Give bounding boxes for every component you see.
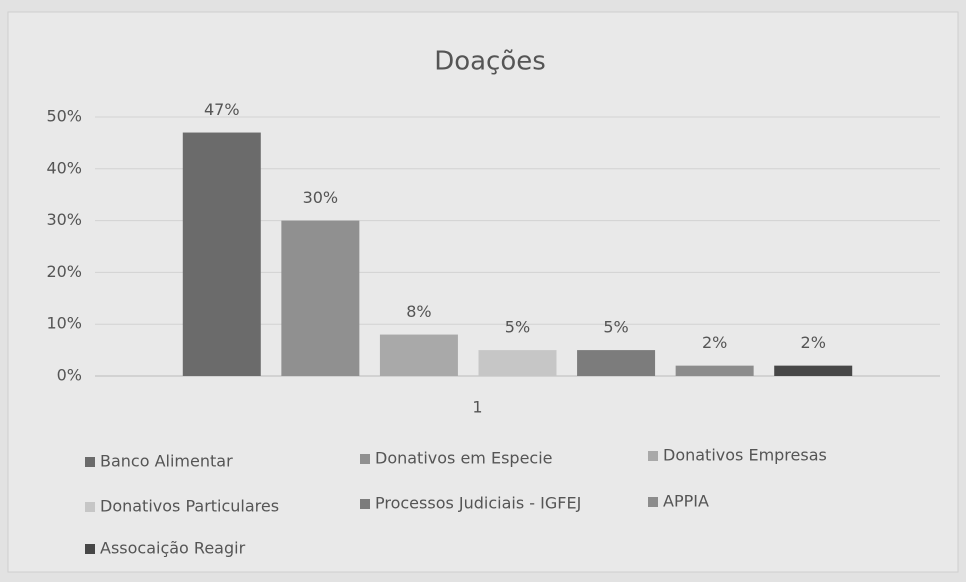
legend-label: APPIA <box>663 492 709 511</box>
bar <box>774 365 853 376</box>
legend-label: Donativos Particulares <box>100 497 279 516</box>
legend-label: Donativos em Especie <box>375 449 553 468</box>
legend-label: Banco Alimentar <box>100 452 233 471</box>
legend-swatch <box>85 502 95 512</box>
data-label: 47% <box>204 100 240 119</box>
bar <box>281 220 360 376</box>
bar <box>182 132 261 376</box>
data-label: 2% <box>702 333 727 352</box>
data-label: 30% <box>303 188 339 207</box>
y-tick-label: 30% <box>46 210 82 229</box>
x-tick-label: 1 <box>472 398 482 417</box>
legend-swatch <box>648 497 658 507</box>
y-tick-label: 40% <box>46 158 82 177</box>
chart-title: Doações <box>434 47 546 77</box>
bar <box>379 334 458 376</box>
y-tick-label: 10% <box>46 314 82 333</box>
legend-swatch <box>360 454 370 464</box>
y-tick-label: 0% <box>57 366 82 385</box>
legend-swatch <box>648 451 658 461</box>
bar <box>577 350 656 376</box>
legend-label: Processos Judiciais - IGFEJ <box>375 494 581 513</box>
chart-area <box>7 11 959 573</box>
y-tick-label: 50% <box>46 107 82 126</box>
bar <box>675 365 754 376</box>
legend-label: Donativos Empresas <box>663 446 827 465</box>
legend-swatch <box>360 499 370 509</box>
data-label: 5% <box>505 318 530 337</box>
data-label: 5% <box>603 318 628 337</box>
legend-swatch <box>85 544 95 554</box>
legend-swatch <box>85 457 95 467</box>
bar <box>478 350 557 376</box>
legend-label: Assocaição Reagir <box>100 539 246 558</box>
y-tick-label: 20% <box>46 262 82 281</box>
data-label: 8% <box>406 302 431 321</box>
data-label: 2% <box>801 333 826 352</box>
